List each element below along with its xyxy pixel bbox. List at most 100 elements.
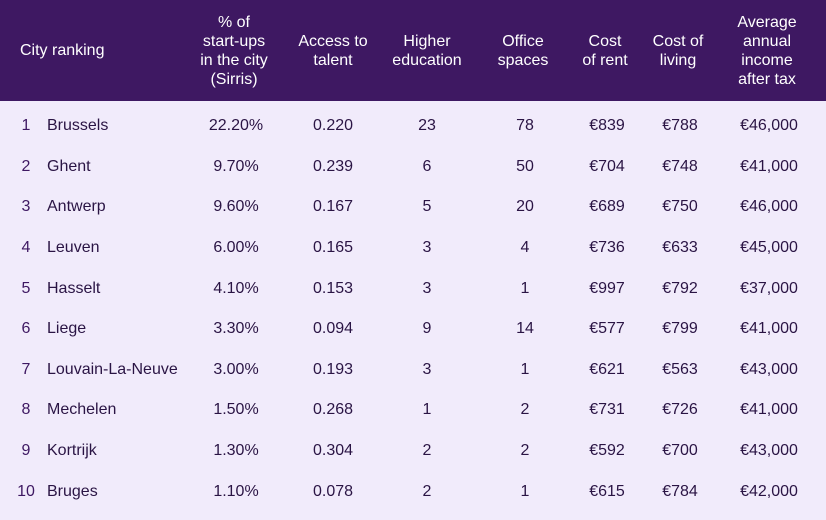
city-cell: Bruges xyxy=(47,482,98,500)
table-row: 9 Kortrijk 1.30% 0.304 2 2 €592 €700 €43… xyxy=(0,431,826,472)
office-cell: 14 xyxy=(516,320,534,338)
startups-cell: 1.30% xyxy=(213,442,259,460)
talent-cell: 0.239 xyxy=(312,157,354,175)
office-cell: 1 xyxy=(520,482,530,500)
office-cell: 4 xyxy=(520,239,530,257)
rank-cell: 4 xyxy=(21,239,31,257)
income-cell: €37,000 xyxy=(740,279,798,297)
city-cell: Kortrijk xyxy=(47,442,97,460)
table-row: 5 Hasselt 4.10% 0.153 3 1 €997 €792 €37,… xyxy=(0,268,826,309)
startups-cell: 3.30% xyxy=(213,320,259,338)
header-city-ranking: City ranking xyxy=(20,42,105,59)
income-cell: €45,000 xyxy=(740,239,798,257)
header-cost-of-rent: Cost of rent xyxy=(582,32,628,69)
rank-cell: 1 xyxy=(21,117,31,135)
income-cell: €41,000 xyxy=(740,157,798,175)
education-cell: 3 xyxy=(422,239,432,257)
talent-cell: 0.304 xyxy=(312,442,354,460)
income-cell: €42,000 xyxy=(740,482,798,500)
rent-cell: €839 xyxy=(589,117,625,135)
talent-cell: 0.153 xyxy=(312,279,354,297)
talent-cell: 0.167 xyxy=(312,198,354,216)
rent-cell: €621 xyxy=(589,360,625,378)
header-cost-of-living: Cost of living xyxy=(652,32,704,69)
income-cell: €43,000 xyxy=(740,442,798,460)
talent-cell: 0.193 xyxy=(312,360,354,378)
city-cell: Mechelen xyxy=(47,401,117,419)
office-cell: 1 xyxy=(520,279,530,297)
table-row: 7 Louvain-La-Neuve 3.00% 0.193 3 1 €621 … xyxy=(0,350,826,391)
education-cell: 1 xyxy=(422,401,432,419)
startups-cell: 1.10% xyxy=(213,482,259,500)
education-cell: 3 xyxy=(422,279,432,297)
table-row: 10 Bruges 1.10% 0.078 2 1 €615 €784 €42,… xyxy=(0,471,826,512)
city-cell: Liege xyxy=(47,320,87,338)
startups-cell: 9.60% xyxy=(213,198,259,216)
city-cell: Brussels xyxy=(47,117,109,135)
office-cell: 2 xyxy=(520,401,530,419)
office-cell: 20 xyxy=(516,198,534,216)
education-cell: 3 xyxy=(422,360,432,378)
rank-cell: 2 xyxy=(21,157,31,175)
income-cell: €41,000 xyxy=(740,320,798,338)
talent-cell: 0.078 xyxy=(312,482,354,500)
city-cell: Hasselt xyxy=(47,279,101,297)
talent-cell: 0.094 xyxy=(312,320,354,338)
rent-cell: €736 xyxy=(589,239,625,257)
living-cell: €750 xyxy=(662,198,698,216)
city-cell: Antwerp xyxy=(47,198,106,216)
rent-cell: €577 xyxy=(589,320,625,338)
education-cell: 2 xyxy=(422,482,432,500)
rank-cell: 3 xyxy=(21,198,31,216)
living-cell: €563 xyxy=(662,360,698,378)
office-cell: 2 xyxy=(520,442,530,460)
living-cell: €700 xyxy=(662,442,698,460)
rent-cell: €689 xyxy=(589,198,625,216)
table-row: 1 Brussels 22.20% 0.220 23 78 €839 €788 … xyxy=(0,106,826,147)
header-office-spaces: Office spaces xyxy=(497,32,549,69)
startups-cell: 6.00% xyxy=(213,239,259,257)
education-cell: 2 xyxy=(422,442,432,460)
header-access-to-talent: Access to talent xyxy=(298,32,368,69)
living-cell: €726 xyxy=(662,401,698,419)
header-average-income: Average annual income after tax xyxy=(737,13,797,88)
rank-cell: 8 xyxy=(21,401,31,419)
living-cell: €792 xyxy=(662,279,698,297)
rent-cell: €704 xyxy=(589,157,625,175)
office-cell: 50 xyxy=(516,157,534,175)
rent-cell: €615 xyxy=(589,482,625,500)
living-cell: €633 xyxy=(662,239,698,257)
living-cell: €748 xyxy=(662,157,698,175)
rank-cell: 10 xyxy=(17,482,35,500)
startups-cell: 1.50% xyxy=(213,401,259,419)
table-row: 3 Antwerp 9.60% 0.167 5 20 €689 €750 €46… xyxy=(0,187,826,228)
city-cell: Louvain-La-Neuve xyxy=(47,360,178,378)
rank-cell: 6 xyxy=(21,320,31,338)
income-cell: €46,000 xyxy=(740,198,798,216)
education-cell: 9 xyxy=(422,320,432,338)
education-cell: 5 xyxy=(422,198,432,216)
education-cell: 6 xyxy=(422,157,432,175)
living-cell: €788 xyxy=(662,117,698,135)
rent-cell: €997 xyxy=(589,279,625,297)
table-row: 8 Mechelen 1.50% 0.268 1 2 €731 €726 €41… xyxy=(0,390,826,431)
city-cell: Ghent xyxy=(47,157,91,175)
living-cell: €799 xyxy=(662,320,698,338)
office-cell: 1 xyxy=(520,360,530,378)
office-cell: 78 xyxy=(516,117,534,135)
education-cell: 23 xyxy=(418,117,436,135)
talent-cell: 0.165 xyxy=(312,239,354,257)
startups-cell: 4.10% xyxy=(213,279,259,297)
talent-cell: 0.220 xyxy=(312,117,354,135)
table-row: 2 Ghent 9.70% 0.239 6 50 €704 €748 €41,0… xyxy=(0,147,826,188)
rank-cell: 9 xyxy=(21,442,31,460)
city-cell: Leuven xyxy=(47,239,100,257)
table-row: 4 Leuven 6.00% 0.165 3 4 €736 €633 €45,0… xyxy=(0,228,826,269)
income-cell: €43,000 xyxy=(740,360,798,378)
table-body: 1 Brussels 22.20% 0.220 23 78 €839 €788 … xyxy=(0,101,826,520)
table-header: City ranking % of start-ups in the city … xyxy=(0,0,826,101)
rent-cell: €731 xyxy=(589,401,625,419)
living-cell: €784 xyxy=(662,482,698,500)
header-higher-education: Higher education xyxy=(392,32,462,69)
